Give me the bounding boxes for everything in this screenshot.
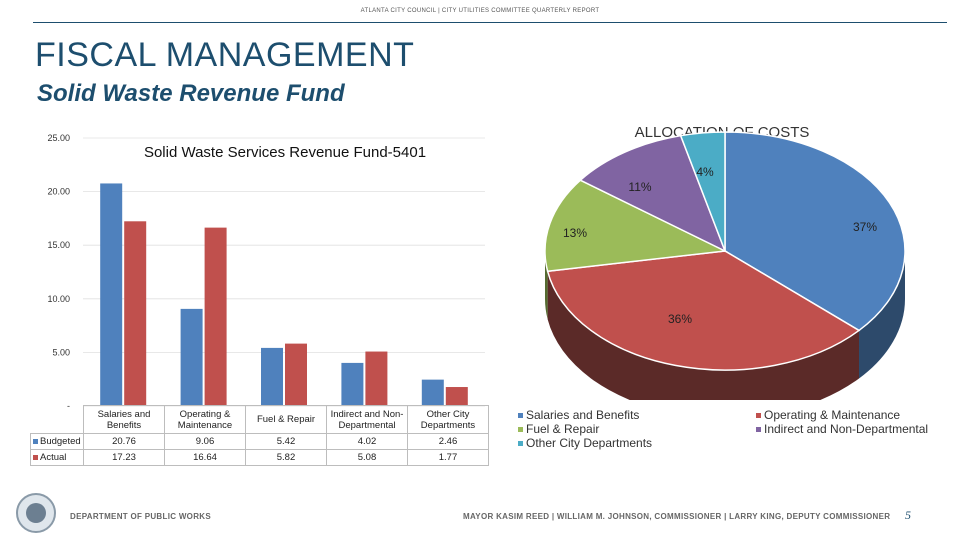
y-tick-label: 10.00 (47, 294, 70, 304)
budgeted-label: Budgeted (40, 436, 81, 447)
actual-bar (445, 387, 468, 406)
legend-swatch (756, 412, 761, 418)
table-row-actual: Actual 17.23 16.64 5.82 5.08 1.77 (30, 449, 489, 466)
y-tick-label: - (67, 401, 70, 410)
table-header-row: Salaries and Benefits Operating & Mainte… (31, 405, 489, 434)
table-cell: 16.64 (164, 449, 246, 466)
budgeted-bar (261, 347, 283, 406)
budgeted-swatch (33, 439, 38, 444)
pie-percent-label: 13% (563, 226, 587, 240)
legend-item: Fuel & Repair (518, 422, 652, 436)
city-seal-logo (16, 493, 56, 533)
pie-percent-label: 36% (668, 312, 692, 326)
table-row-budgeted: Budgeted 20.76 9.06 5.42 4.02 2.46 (30, 433, 489, 450)
pie-percent-label: 4% (696, 165, 714, 179)
budgeted-bar (180, 308, 203, 406)
page-number: 5 (905, 508, 911, 522)
table-cell: 5.42 (245, 433, 327, 450)
legend-item: Indirect and Non-Departmental (756, 422, 928, 436)
table-cell: 20.76 (83, 433, 165, 450)
bar-chart-title: Solid Waste Services Revenue Fund-5401 (144, 144, 426, 161)
legend-item: Operating & Maintenance (756, 408, 928, 422)
pie-legend-right: Operating & Maintenance Indirect and Non… (756, 408, 928, 436)
footer-department: DEPARTMENT OF PUBLIC WORKS (70, 512, 211, 521)
legend-swatch (518, 440, 523, 446)
legend-item: Other City Departments (518, 436, 652, 450)
y-tick-label: 25.00 (47, 133, 70, 143)
table-cell: 1.77 (407, 449, 489, 466)
table-header-cell: Operating & Maintenance (164, 405, 246, 434)
pie-slice (724, 131, 906, 332)
budgeted-bar (421, 379, 444, 406)
seal-emblem (26, 503, 46, 523)
y-tick-label: 15.00 (47, 240, 70, 250)
pie-slice (679, 131, 726, 252)
page-subtitle: Solid Waste Revenue Fund (37, 80, 345, 107)
pie-percent-label: 37% (853, 220, 877, 234)
pie-slice (544, 179, 728, 273)
legend-label: Salaries and Benefits (526, 408, 640, 422)
pie-slice (546, 250, 861, 371)
legend-item: Salaries and Benefits (518, 408, 652, 422)
pie-legend-left: Salaries and Benefits Fuel & Repair Othe… (518, 408, 652, 450)
table-row-label: Budgeted (30, 433, 84, 450)
table-cell: 2.46 (407, 433, 489, 450)
legend-label: Fuel & Repair (526, 422, 600, 436)
page-title: FISCAL MANAGEMENT (35, 36, 415, 74)
legend-label: Operating & Maintenance (764, 408, 901, 422)
pie-slice-side (547, 271, 860, 400)
legend-swatch (518, 426, 523, 432)
table-cell: 5.82 (245, 449, 327, 466)
legend-label: Indirect and Non-Departmental (764, 422, 929, 436)
table-row-label: Actual (30, 449, 84, 466)
actual-bar (365, 351, 388, 406)
pie-slice-side (859, 251, 905, 379)
y-tick-label: 20.00 (47, 187, 70, 197)
legend-swatch (756, 426, 761, 432)
actual-bar (124, 221, 147, 406)
pie-percent-label: 11% (628, 180, 651, 194)
actual-swatch (33, 455, 38, 460)
actual-bar (285, 343, 307, 406)
table-cell: 9.06 (164, 433, 246, 450)
pie-slice-side (545, 251, 548, 320)
legend-swatch (518, 412, 523, 418)
actual-bar (204, 227, 227, 406)
table-header-cell: Indirect and Non-Departmental (326, 405, 408, 434)
legend-label: Other City Departments (526, 436, 653, 450)
budgeted-bar (341, 362, 364, 406)
table-cell: 17.23 (83, 449, 165, 466)
table-cell: 5.08 (326, 449, 408, 466)
budgeted-bar (100, 183, 123, 406)
y-tick-label: 5.00 (52, 347, 70, 357)
bar-chart: Solid Waste Services Revenue Fund-5401 - 5… (47, 133, 485, 410)
table-header-cell: Other City Departments (407, 405, 489, 434)
footer-officials: MAYOR KASIM REED | WILLIAM M. JOHNSON, C… (463, 512, 891, 521)
report-header: ATLANTA CITY COUNCIL | CITY UTILITIES CO… (360, 8, 600, 14)
pie-slice (579, 134, 727, 253)
header-rule (33, 22, 947, 23)
table-header-cell: Fuel & Repair (245, 405, 327, 434)
table-header-cell: Salaries and Benefits (83, 405, 165, 434)
actual-label: Actual (40, 452, 67, 463)
table-cell: 4.02 (326, 433, 408, 450)
bar-data-table: Salaries and Benefits Operating & Mainte… (30, 405, 489, 466)
